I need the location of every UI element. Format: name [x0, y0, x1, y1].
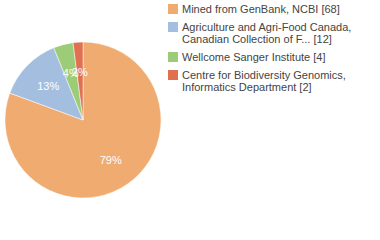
legend-label-line: Canadian Collection of F... [12]	[182, 33, 332, 45]
pie-slice	[73, 42, 83, 120]
chart: 79%13%4%2%Mined from GenBank, NCBI [68]A…	[0, 0, 380, 240]
legend-label: Centre for Biodiversity Genomics,Informa…	[182, 69, 346, 93]
legend-label-line: Mined from GenBank, NCBI [68]	[182, 3, 340, 15]
legend-swatch	[168, 4, 178, 14]
data-labels: 79%13%4%2%	[37, 66, 122, 166]
legend-swatch	[168, 70, 178, 80]
legend-label: Wellcome Sanger Institute [4]	[182, 51, 325, 63]
legend-item: Agriculture and Agri-Food Canada,Canadia…	[168, 21, 351, 45]
legend-label-line: Agriculture and Agri-Food Canada,	[182, 21, 351, 33]
data-label: 79%	[100, 154, 122, 166]
legend-item: Mined from GenBank, NCBI [68]	[168, 3, 340, 15]
legend-item: Centre for Biodiversity Genomics,Informa…	[168, 69, 346, 93]
pie	[5, 42, 161, 198]
data-label: 2%	[72, 66, 88, 78]
legend-swatch	[168, 52, 178, 62]
legend-label-line: Informatics Department [2]	[182, 81, 312, 93]
pie-slice	[5, 42, 161, 198]
legend-label-line: Wellcome Sanger Institute [4]	[182, 51, 325, 63]
legend-label: Mined from GenBank, NCBI [68]	[182, 3, 340, 15]
legend-swatch	[168, 22, 178, 32]
data-label: 13%	[37, 80, 59, 92]
legend-item: Wellcome Sanger Institute [4]	[168, 51, 325, 63]
legend-label: Agriculture and Agri-Food Canada,Canadia…	[182, 21, 351, 45]
legend: Mined from GenBank, NCBI [68] Agriculture…	[168, 3, 351, 93]
legend-label-line: Centre for Biodiversity Genomics,	[182, 69, 346, 81]
